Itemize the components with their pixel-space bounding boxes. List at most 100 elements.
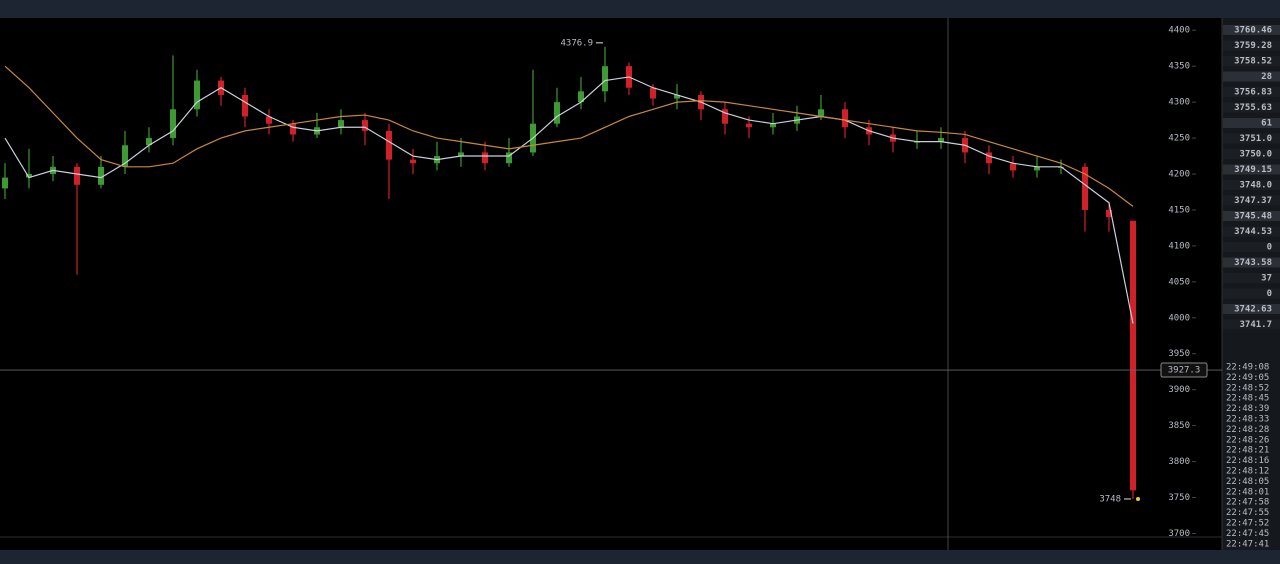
order-row-bg bbox=[1223, 102, 1280, 113]
y-tick-label: 3800 bbox=[1168, 457, 1190, 467]
top-bar bbox=[0, 0, 1280, 18]
order-row-bg bbox=[1223, 257, 1280, 268]
order-price: 3742.63 bbox=[1234, 305, 1272, 315]
trade-time: 22:47:45 bbox=[1226, 529, 1269, 539]
order-price: 3749.15 bbox=[1234, 165, 1272, 175]
trade-time: 22:47:52 bbox=[1226, 519, 1269, 529]
chart-area bbox=[0, 18, 1280, 550]
y-tick-label: 4300 bbox=[1168, 98, 1190, 108]
order-price: 3751.0 bbox=[1239, 134, 1272, 144]
low-label: 3748 bbox=[1099, 494, 1121, 504]
candle-body bbox=[1082, 166, 1088, 210]
candle-body bbox=[410, 159, 416, 164]
order-row-bg bbox=[1223, 87, 1280, 97]
candle-body bbox=[1034, 166, 1040, 171]
candle-body bbox=[986, 152, 992, 164]
y-tick-label: 4250 bbox=[1168, 134, 1190, 144]
order-price: 0 bbox=[1267, 289, 1272, 299]
candle-body bbox=[338, 120, 344, 128]
order-row-bg bbox=[1223, 25, 1280, 35]
order-price: 37 bbox=[1261, 274, 1272, 284]
trade-time: 22:49:08 bbox=[1226, 363, 1269, 373]
candle-body bbox=[98, 166, 104, 185]
order-row-bg bbox=[1223, 149, 1280, 159]
order-row-bg bbox=[1223, 242, 1280, 252]
cursor-price-box bbox=[1160, 362, 1208, 378]
order-price: 3748.0 bbox=[1239, 181, 1272, 191]
cursor-price: 3927.3 bbox=[1168, 366, 1201, 376]
trade-time: 22:47:41 bbox=[1226, 539, 1269, 549]
trade-time: 22:49:05 bbox=[1226, 373, 1269, 383]
candle-body bbox=[458, 152, 464, 157]
order-row-bg bbox=[1223, 133, 1280, 144]
candle-body bbox=[1130, 220, 1136, 491]
order-price: 0 bbox=[1267, 243, 1272, 253]
trade-time: 22:47:58 bbox=[1226, 498, 1269, 508]
candle-body bbox=[770, 123, 776, 128]
high-label: 4376.9 bbox=[560, 38, 593, 48]
order-row-bg bbox=[1223, 40, 1280, 51]
trade-time: 22:48:33 bbox=[1226, 415, 1269, 425]
trade-time: 22:48:01 bbox=[1226, 487, 1269, 497]
order-price: 3750.0 bbox=[1239, 150, 1272, 160]
y-tick-label: 4100 bbox=[1168, 241, 1190, 251]
y-tick-label: 3850 bbox=[1168, 421, 1190, 431]
candle-body bbox=[650, 87, 656, 99]
trade-time: 22:48:26 bbox=[1226, 435, 1269, 445]
y-tick-label: 3950 bbox=[1168, 349, 1190, 359]
trade-time: 22:48:12 bbox=[1226, 467, 1269, 477]
trade-time: 22:48:16 bbox=[1226, 456, 1269, 466]
candle-body bbox=[170, 109, 176, 139]
candle-body bbox=[1010, 163, 1016, 171]
candle-body bbox=[146, 138, 152, 146]
moving-average bbox=[4, 65, 1134, 207]
candle-body bbox=[242, 94, 248, 117]
trade-time: 22:48:05 bbox=[1226, 477, 1269, 487]
candle-body bbox=[842, 109, 848, 128]
candle-body bbox=[554, 102, 560, 124]
moving-average bbox=[4, 76, 1134, 324]
trade-time: 22:48:21 bbox=[1226, 446, 1269, 456]
candle-body bbox=[386, 130, 392, 160]
order-price: 28 bbox=[1261, 72, 1272, 82]
order-row-bg bbox=[1223, 273, 1280, 283]
order-price: 3759.28 bbox=[1234, 41, 1272, 51]
order-row-bg bbox=[1223, 180, 1280, 190]
y-tick-label: 4200 bbox=[1168, 170, 1190, 180]
order-row-bg bbox=[1223, 211, 1280, 221]
candle-body bbox=[506, 152, 512, 164]
order-price: 3756.83 bbox=[1234, 88, 1272, 98]
low-marker bbox=[1136, 496, 1140, 501]
y-tick-label: 3750 bbox=[1168, 493, 1190, 503]
trade-time: 22:48:52 bbox=[1226, 383, 1269, 393]
candle-body bbox=[1106, 209, 1112, 218]
trade-time: 22:48:28 bbox=[1226, 425, 1269, 435]
trade-time: 22:48:45 bbox=[1226, 394, 1269, 404]
candle-body bbox=[194, 80, 200, 110]
order-row-bg bbox=[1223, 118, 1280, 128]
order-row-bg bbox=[1223, 195, 1280, 206]
order-price: 3758.52 bbox=[1234, 57, 1272, 67]
order-row-bg bbox=[1223, 164, 1280, 175]
candle-body bbox=[578, 91, 584, 103]
order-price: 61 bbox=[1261, 119, 1272, 129]
order-price: 3755.63 bbox=[1234, 103, 1272, 113]
y-tick-label: 4000 bbox=[1168, 313, 1190, 323]
candle-body bbox=[602, 66, 608, 92]
order-price: 3741.7 bbox=[1239, 320, 1272, 330]
candle-body bbox=[122, 145, 128, 167]
order-row-bg bbox=[1223, 304, 1280, 314]
candle-body bbox=[74, 166, 80, 185]
candle-body bbox=[818, 109, 824, 117]
order-price: 3760.46 bbox=[1234, 26, 1272, 36]
y-tick-label: 4350 bbox=[1168, 62, 1190, 72]
order-price: 3744.53 bbox=[1234, 227, 1272, 237]
candle-body bbox=[2, 177, 8, 189]
y-tick-label: 3700 bbox=[1168, 529, 1190, 539]
candle-body bbox=[290, 123, 296, 135]
trade-time: 22:48:39 bbox=[1226, 404, 1269, 414]
candle-body bbox=[482, 152, 488, 164]
candle-body bbox=[722, 109, 728, 124]
